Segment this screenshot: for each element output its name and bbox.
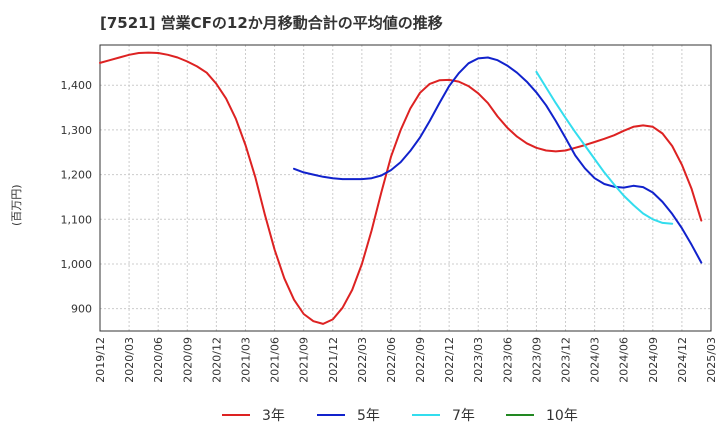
legend-item: 7年 [412,404,475,426]
x-tick-label: 2024/12 [676,337,689,383]
x-tick-label: 2022/03 [356,337,369,383]
chart-legend: 3年 5年 7年 10年 [0,404,720,426]
legend-swatch [412,414,440,416]
x-tick-label: 2020/06 [152,337,165,383]
x-tick-label: 2024/06 [618,337,631,383]
plot-frame [99,44,712,332]
x-tick-label: 2025/03 [705,337,718,383]
x-tick-label: 2023/03 [472,337,485,383]
x-tick-label: 2020/09 [181,337,194,383]
x-tick-label: 2021/06 [269,337,282,383]
x-tick-label: 2021/09 [298,337,311,383]
y-tick-label: 1,300 [61,124,93,137]
chart-title: [7521] 営業CFの12か月移動合計の平均値の推移 [100,14,443,32]
legend-swatch [317,414,345,416]
x-tick-label: 2024/03 [589,337,602,383]
legend-swatch [506,414,534,416]
legend-label: 5年 [357,408,380,424]
x-tick-label: 2022/06 [385,337,398,383]
x-tick-label: 2022/12 [443,337,456,383]
legend-label: 7年 [452,408,475,424]
x-tick-label: 2023/09 [530,337,543,383]
series-line [293,56,703,264]
y-tick-label: 1,100 [61,213,93,226]
x-tick-label: 2024/09 [647,337,660,383]
y-tick-label: 1,200 [61,169,93,182]
x-tick-label: 2019/12 [94,337,107,383]
x-tick-label: 2020/12 [210,337,223,383]
legend-label: 10年 [546,408,578,424]
legend-item: 3年 [222,404,285,426]
y-tick-label: 1,000 [61,258,93,271]
y-tick-label: 900 [71,303,92,316]
y-tick-label: 1,400 [61,79,93,92]
x-tick-label: 2020/03 [123,337,136,383]
legend-label: 3年 [262,408,285,424]
series-line [99,51,703,325]
x-tick-label: 2021/12 [327,337,340,383]
series-line [535,70,674,225]
legend-item: 5年 [317,404,380,426]
legend-swatch [222,414,250,416]
x-tick-label: 2023/12 [560,337,573,383]
x-tick-label: 2022/09 [414,337,427,383]
x-tick-label: 2021/03 [239,337,252,383]
x-tick-label: 2023/06 [501,337,514,383]
legend-item: 10年 [506,404,578,426]
